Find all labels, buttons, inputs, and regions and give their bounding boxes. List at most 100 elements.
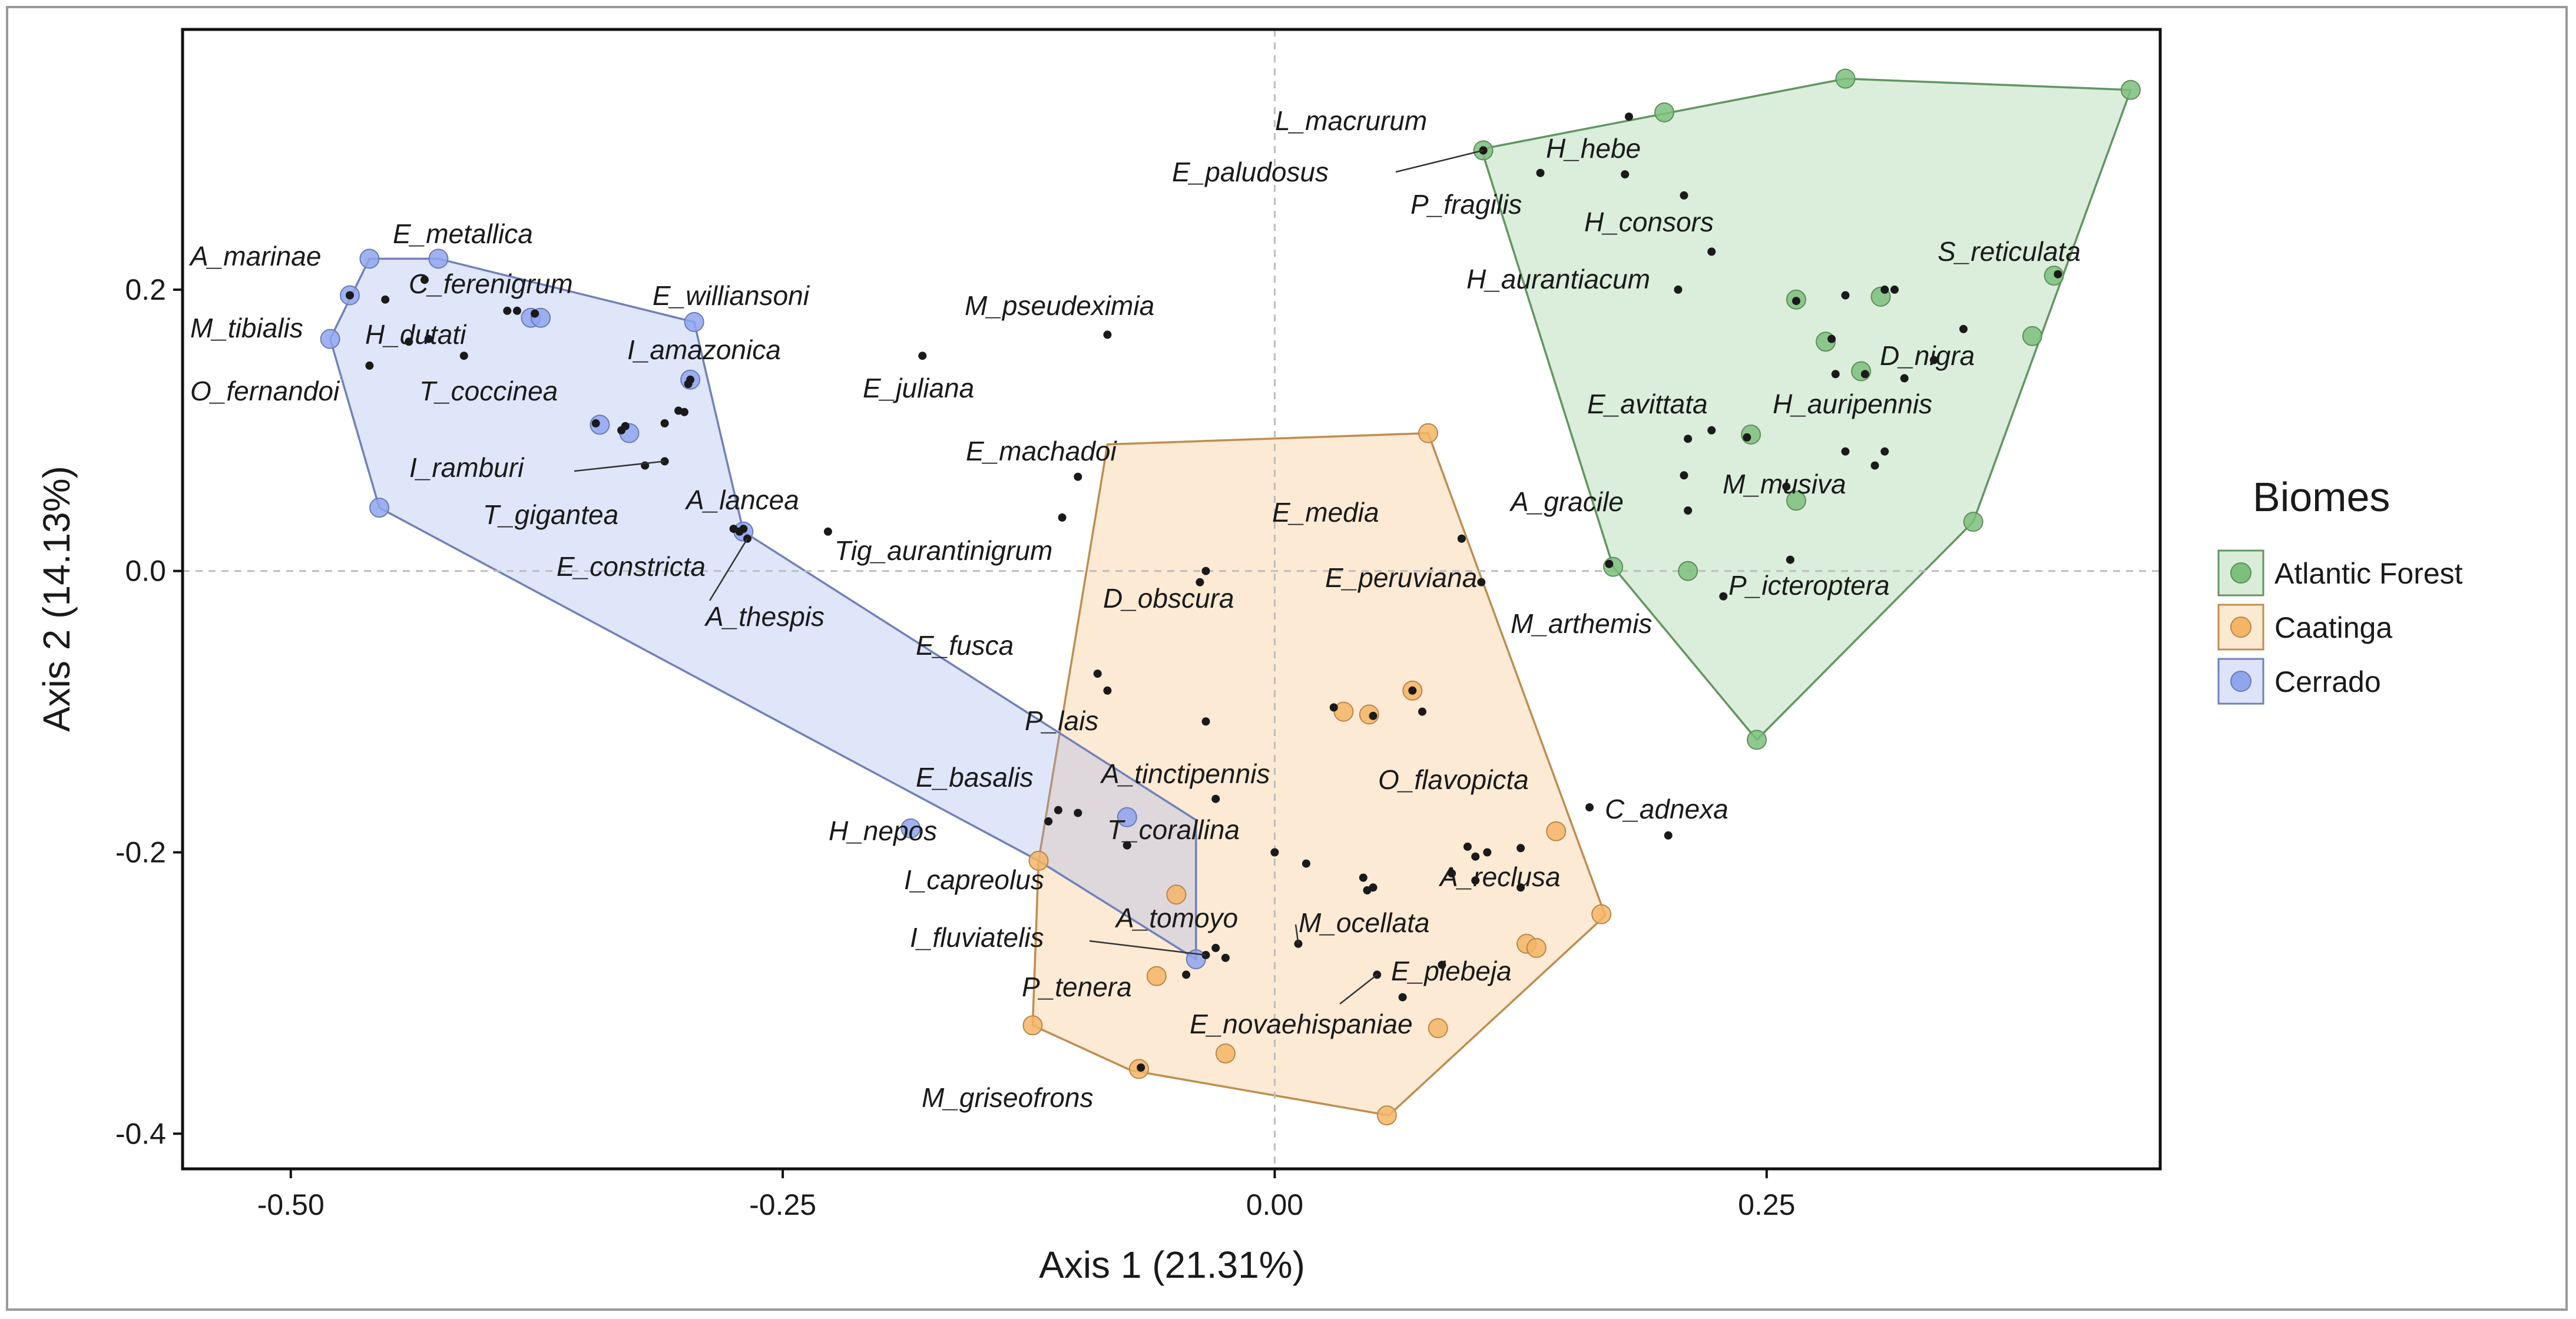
species-point-h-aurantiacum [1707, 247, 1716, 256]
biome-point-caatinga [1428, 1018, 1448, 1039]
species-point-e-peruviana [1477, 578, 1486, 586]
extra-point [674, 406, 683, 415]
extra-point [1483, 848, 1492, 857]
species-label-h-aurantiacum: H_aurantiacum [1466, 264, 1650, 294]
biome-point-atlantic-forest [1678, 561, 1698, 581]
species-point-e-basalis [1074, 808, 1082, 817]
extra-point [1359, 873, 1368, 882]
species-point-p-fragilis [1536, 168, 1545, 177]
species-label-a-marinae: A_marinae [188, 241, 321, 271]
species-point-c-ferenigrum [513, 306, 521, 315]
species-label-m-griseofrons: M_griseofrons [922, 1082, 1093, 1113]
species-label-e-constricta: E_constricta [557, 551, 706, 582]
species-point-s-reticulata [2054, 270, 2062, 279]
biome-point-cerrado [684, 311, 704, 332]
species-label-c-adnexa: C_adnexa [1605, 794, 1729, 824]
species-label-i-ramburi: I_ramburi [409, 452, 525, 483]
legend-title: Biomes [2253, 474, 2390, 520]
biome-point-caatinga [1333, 701, 1354, 722]
species-point-m-musiva [1841, 447, 1850, 456]
extra-point [1211, 943, 1220, 952]
extra-point [1517, 844, 1525, 853]
extra-point [1792, 297, 1800, 306]
extra-point [424, 334, 433, 343]
extra-point [1624, 112, 1633, 121]
extra-point [531, 309, 539, 318]
species-point-o-flavopicta [1585, 803, 1594, 812]
species-point-m-griseofrons [1137, 1063, 1145, 1072]
extra-point [1418, 707, 1426, 716]
extra-point [1782, 482, 1791, 491]
extra-point [1880, 447, 1889, 456]
biome-point-atlantic-forest [1786, 491, 1806, 511]
species-point-p-lais [1201, 717, 1210, 726]
extra-point [1929, 356, 1938, 364]
species-label-e-williansoni: E_williansoni [653, 280, 810, 311]
species-point-e-juliana [918, 352, 927, 360]
species-point-a-gracile [1684, 506, 1693, 515]
extra-point [1363, 886, 1372, 894]
species-point-e-constricta [739, 525, 748, 533]
extra-point [381, 295, 390, 304]
extra-point [1831, 370, 1840, 379]
extra-point [1369, 711, 1378, 720]
species-label-e-novaehispaniae: E_novaehispaniae [1190, 1009, 1413, 1039]
legend-label-atlantic-forest: Atlantic Forest [2274, 557, 2463, 590]
hull-cerrado [329, 257, 1197, 960]
species-point-h-auripennis [1860, 370, 1869, 379]
extra-point [1302, 859, 1310, 868]
species-label-o-flavopicta: O_flavopicta [1378, 764, 1529, 795]
legend-swatch-caatinga [2230, 617, 2251, 638]
species-point-tig-aurantinigrum [1201, 566, 1210, 575]
species-label-c-ferenigrum: C_ferenigrum [409, 269, 573, 299]
biome-point-caatinga [1526, 937, 1547, 958]
biome-point-atlantic-forest [2120, 79, 2141, 100]
y-tick-label: -0.2 [115, 836, 166, 869]
species-label-e-fusca: E_fusca [916, 630, 1014, 661]
species-label-e-machadoi: E_machadoi [966, 436, 1117, 466]
species-label-d-nigra: D_nigra [1880, 340, 1975, 371]
species-point-a-marinae [346, 291, 354, 300]
leader-line-e-paludosus [1395, 150, 1484, 173]
species-point-p-tenera [1182, 970, 1191, 979]
species-point-e-avittata [1684, 435, 1693, 443]
species-label-a-lancea: A_lancea [684, 485, 799, 515]
species-point-p-icteroptera [1786, 555, 1794, 564]
extra-point [1058, 513, 1067, 522]
x-tick-label: -0.50 [257, 1188, 325, 1221]
legend-swatch-cerrado [2230, 671, 2251, 692]
biome-point-atlantic-forest [2022, 326, 2042, 346]
extra-point [1900, 374, 1909, 383]
extra-point [1743, 433, 1751, 442]
species-point-h-consors [1680, 191, 1688, 200]
extra-point [1103, 686, 1112, 695]
species-point-o-fernandoi [365, 361, 374, 370]
x-tick-label: -0.25 [749, 1188, 816, 1221]
biome-point-cerrado [1117, 807, 1137, 827]
label-leader-lines [574, 150, 1484, 1005]
y-tick-label: -0.4 [115, 1117, 166, 1150]
species-label-h-consors: H_consors [1584, 207, 1714, 237]
species-label-e-metallica: E_metallica [393, 218, 533, 249]
extra-point [684, 380, 693, 388]
extra-point [1448, 869, 1456, 878]
extra-point [1408, 686, 1417, 695]
species-label-s-reticulata: S_reticulata [1938, 236, 2081, 267]
extra-point [1841, 291, 1850, 300]
species-label-t-gigantea: T_gigantea [483, 499, 618, 530]
species-label-t-coccinea: T_coccinea [419, 376, 558, 406]
species-label-t-corallina: T_corallina [1107, 814, 1240, 845]
axis-ticks: -0.50 -0.25 0.00 0.25 -0.4 -0.2 0.0 0.2 [115, 273, 1796, 1221]
biome-point-cerrado [900, 818, 921, 839]
species-label-p-tenera: P_tenera [1022, 972, 1132, 1002]
extra-point [1827, 334, 1836, 343]
species-label-h-auripennis: H_auripennis [1773, 389, 1932, 419]
extra-point [1680, 471, 1688, 480]
y-axis-title: Axis 2 (14.13%) [35, 466, 78, 732]
species-point-m-pseudeximia [1103, 330, 1112, 339]
biome-hulls [329, 77, 2132, 1116]
species-label-m-pseudeximia: M_pseudeximia [965, 290, 1154, 321]
species-label-e-media: E_media [1272, 497, 1379, 528]
biome-point-atlantic-forest [1747, 730, 1767, 750]
